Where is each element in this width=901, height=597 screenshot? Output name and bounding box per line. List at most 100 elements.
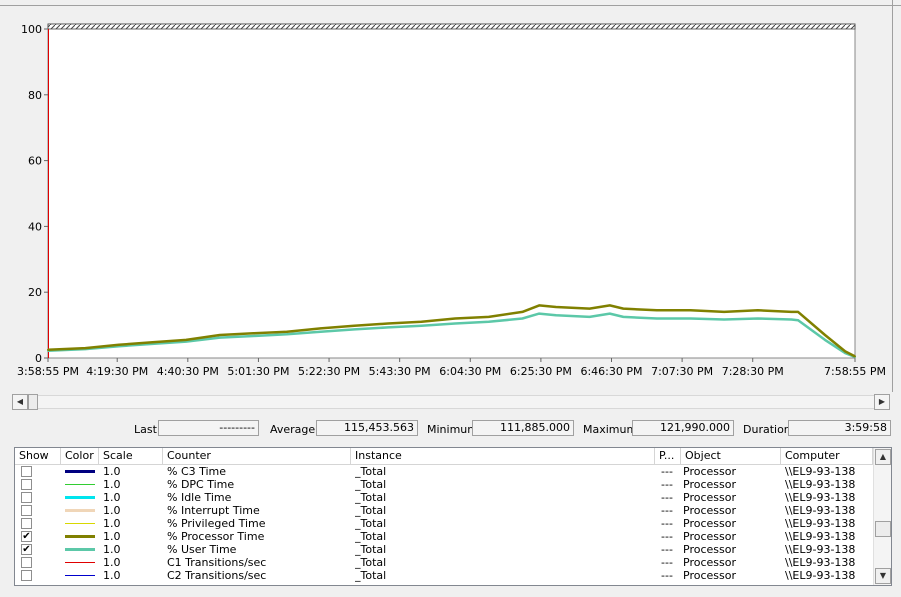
column-header-instance[interactable]: Instance (351, 448, 655, 464)
scroll-down-button[interactable]: ▼ (875, 568, 891, 584)
show-checkbox[interactable]: ✔ (21, 531, 32, 542)
cell-instance: _Total (355, 556, 387, 569)
show-checkbox[interactable] (21, 479, 32, 490)
counter-row[interactable]: 1.0 % Idle Time _Total --- Processor \\EL9-93… (15, 491, 873, 504)
scroll-right-button[interactable]: ▶ (874, 394, 890, 410)
data-point (151, 341, 154, 344)
counter-row[interactable]: 1.0 % Privileged Time _Total --- Processor \\… (15, 517, 873, 530)
data-point (555, 306, 558, 309)
cell-parent: --- (661, 478, 673, 491)
data-point (622, 307, 625, 310)
counter-list[interactable]: Show Color Scale Counter Instance P... O… (14, 447, 892, 586)
average-value: 115,453.563 (316, 420, 418, 436)
data-point (286, 333, 289, 336)
cell-instance: _Total (355, 504, 387, 517)
counter-row[interactable]: 1.0 % C3 Time _Total --- Processor \\EL9-93-1… (15, 465, 873, 478)
show-checkbox[interactable] (21, 518, 32, 529)
x-tick-label: 6:04:30 PM (439, 365, 501, 378)
cell-computer: \\EL9-93-138 (785, 556, 856, 569)
color-swatch (65, 509, 95, 512)
data-point (353, 328, 356, 331)
counter-row[interactable]: 1.0 % DPC Time _Total --- Processor \\EL9-93-… (15, 478, 873, 491)
list-scrollbar[interactable]: ▲ ▼ (873, 448, 891, 585)
data-point (622, 315, 625, 318)
data-point (185, 338, 188, 341)
cell-instance: _Total (355, 465, 387, 478)
time-scrollbar[interactable]: ◀ ▶ (12, 394, 890, 410)
scroll-up-button[interactable]: ▲ (875, 449, 891, 465)
cell-scale: 1.0 (103, 478, 121, 491)
cell-computer: \\EL9-93-138 (785, 543, 856, 556)
counter-row[interactable]: ✔ 1.0 % User Time _Total --- Processor \\EL9-9… (15, 543, 873, 556)
data-point (454, 317, 457, 320)
x-tick-label: 4:19:30 PM (86, 365, 148, 378)
data-point (286, 330, 289, 333)
data-point (756, 309, 759, 312)
last-value: --------- (158, 420, 259, 436)
show-checkbox[interactable] (21, 492, 32, 503)
color-swatch (65, 562, 95, 563)
counter-row[interactable]: 1.0 C1 Transitions/sec _Total --- Processor \… (15, 556, 873, 569)
cell-computer: \\EL9-93-138 (785, 478, 856, 491)
show-checkbox[interactable]: ✔ (21, 544, 32, 555)
color-swatch (65, 535, 95, 538)
scroll-thumb[interactable] (28, 394, 38, 410)
column-header-computer[interactable]: Computer (781, 448, 873, 464)
data-point (454, 322, 457, 325)
scroll-track[interactable] (28, 395, 874, 409)
cell-object: Processor (683, 478, 736, 491)
cell-counter: % Interrupt Time (167, 504, 260, 517)
data-point (655, 309, 658, 312)
y-tick-label: 100 (21, 23, 42, 36)
cell-counter: % DPC Time (167, 478, 235, 491)
data-point (689, 317, 692, 320)
average-label: Average (270, 423, 316, 436)
color-swatch (65, 548, 95, 551)
show-checkbox[interactable] (21, 570, 32, 581)
data-point (538, 312, 541, 315)
counter-row[interactable]: 1.0 % Interrupt Time _Total --- Processor \\E… (15, 504, 873, 517)
scroll-left-button[interactable]: ◀ (12, 394, 28, 410)
cell-computer: \\EL9-93-138 (785, 569, 856, 582)
duration-value: 3:59:58 (788, 420, 891, 436)
cell-scale: 1.0 (103, 543, 121, 556)
data-point (824, 333, 827, 336)
show-checkbox[interactable] (21, 557, 32, 568)
data-point (723, 310, 726, 313)
cell-parent: --- (661, 465, 673, 478)
cell-scale: 1.0 (103, 504, 121, 517)
x-tick-label: 5:43:30 PM (369, 365, 431, 378)
minimum-value: 111,885.000 (472, 420, 574, 436)
cell-scale: 1.0 (103, 556, 121, 569)
cell-counter: % Privileged Time (167, 517, 266, 530)
x-tick-label: 4:40:30 PM (157, 365, 219, 378)
cell-scale: 1.0 (103, 569, 121, 582)
cell-object: Processor (683, 504, 736, 517)
counter-list-header: Show Color Scale Counter Instance P... O… (15, 448, 873, 465)
data-point (790, 310, 793, 313)
column-header-counter[interactable]: Counter (163, 448, 351, 464)
column-header-parent[interactable]: P... (655, 448, 681, 464)
cell-instance: _Total (355, 491, 387, 504)
list-scroll-thumb[interactable] (875, 521, 891, 537)
minimum-label: Minimum (427, 423, 478, 436)
y-tick-label: 60 (28, 155, 42, 168)
cell-counter: C1 Transitions/sec (167, 556, 267, 569)
column-header-object[interactable]: Object (681, 448, 781, 464)
cell-instance: _Total (355, 478, 387, 491)
data-point (824, 338, 827, 341)
counter-row[interactable]: 1.0 C2 Transitions/sec _Total --- Processor \… (15, 569, 873, 582)
data-point (218, 333, 221, 336)
column-header-scale[interactable]: Scale (99, 448, 163, 464)
cell-instance: _Total (355, 543, 387, 556)
column-header-color[interactable]: Color (61, 448, 99, 464)
data-point (487, 315, 490, 318)
duration-label: Duration (743, 423, 791, 436)
cell-parent: --- (661, 556, 673, 569)
show-checkbox[interactable] (21, 466, 32, 477)
show-checkbox[interactable] (21, 505, 32, 516)
counter-row[interactable]: ✔ 1.0 % Processor Time _Total --- Processor \\… (15, 530, 873, 543)
data-point (47, 348, 49, 351)
column-header-show[interactable]: Show (15, 448, 61, 464)
y-tick-label: 0 (35, 352, 42, 365)
